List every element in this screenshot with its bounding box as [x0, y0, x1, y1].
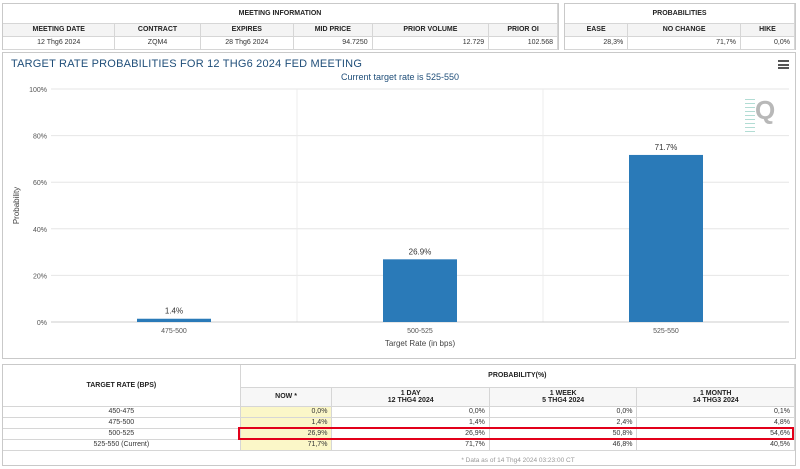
y-tick-label: 0%	[37, 320, 47, 327]
cell-1-day: 1,4%	[331, 417, 490, 429]
value-prior-oi: 102.568	[488, 36, 558, 50]
hamburger-menu-icon[interactable]	[778, 60, 789, 69]
column-1-week-date: 5 THG4 2024	[542, 396, 585, 404]
data-label: 1.4%	[165, 307, 183, 316]
header-contract: CONTRACT	[114, 23, 201, 37]
y-tick-label: 20%	[33, 273, 47, 280]
target-rate-probability-table: TARGET RATE (BPS) PROBABILITY(%) NOW * 1…	[3, 365, 796, 451]
row-rate-label: 500-525	[3, 428, 241, 440]
target-rate-bar-chart: 0% 20% 40% 60% 80% 100% 1.4% 475-500 26.9% 500-52…	[12, 87, 789, 348]
column-1-month-label: 1 MONTH	[699, 389, 732, 397]
row-rate-label: 525-550 (Current)	[3, 439, 241, 451]
cell-1-month: 54,6%	[636, 428, 795, 440]
meeting-information-title: MEETING INFORMATION	[3, 4, 558, 24]
header-ease: EASE	[565, 23, 629, 37]
y-axis-title: Probability	[12, 187, 21, 224]
chart-title: TARGET RATE PROBABILITIES FOR 12 THG6 20…	[11, 58, 363, 70]
bar-475-500	[137, 318, 211, 322]
header-hike: HIKE	[740, 23, 796, 37]
cell-1-week: 50,8%	[489, 428, 638, 440]
cell-1-week: 0,0%	[489, 406, 638, 418]
table-row: 525-550 (Current) 71,7% 71,7% 46,8% 40,5…	[3, 439, 795, 451]
row-rate-label: 475-500	[3, 417, 241, 429]
header-mid-price: MID PRICE	[293, 23, 373, 37]
column-1-day-date: 12 THG4 2024	[387, 396, 434, 404]
x-tick-label: 500-525	[407, 328, 433, 335]
target-rate-chart-panel: 0% 20% 40% 60% 80% 100% 1.4% 475-500 26.9% 500-52…	[2, 52, 796, 359]
cell-now: 1,4%	[240, 417, 333, 429]
bar-525-550	[629, 154, 703, 322]
header-no-change: NO CHANGE	[627, 23, 741, 37]
probabilities-title: PROBABILITIES	[565, 4, 795, 24]
cell-now: 0,0%	[240, 406, 333, 418]
cell-1-day: 26,9%	[331, 428, 490, 440]
probabilities-panel: PROBABILITIES EASE NO CHANGE HIKE 28,3% …	[564, 3, 796, 50]
column-1-week-header[interactable]: 1 WEEK 5 THG4 2024	[489, 387, 638, 407]
cell-1-week: 46,8%	[489, 439, 638, 451]
header-prior-oi: PRIOR OI	[488, 23, 558, 37]
y-tick-label: 80%	[33, 134, 47, 141]
target-rate-header: TARGET RATE (BPS)	[3, 365, 241, 407]
y-tick-label: 40%	[33, 227, 47, 234]
data-footnote: * Data as of 14 Thg4 2024 03:23:00 CT	[461, 457, 575, 464]
column-1-week-label: 1 WEEK	[549, 389, 577, 397]
column-1-month-header[interactable]: 1 MONTH 14 THG3 2024	[636, 387, 795, 407]
table-row: 450-475 0,0% 0,0% 0,0% 0,1%	[3, 406, 795, 418]
column-now-header[interactable]: NOW *	[240, 387, 333, 407]
header-prior-volume: PRIOR VOLUME	[372, 23, 490, 37]
table-row: 500-525 26,9% 26,9% 50,8% 54,6%	[3, 428, 795, 440]
value-no-change: 71,7%	[627, 36, 741, 50]
header-meeting-date: MEETING DATE	[3, 23, 116, 37]
value-mid-price: 94.7250	[293, 36, 373, 50]
value-prior-volume: 12.729	[372, 36, 490, 50]
column-1-month-date: 14 THG3 2024	[692, 396, 739, 404]
column-now-label: NOW *	[275, 393, 297, 400]
row-rate-label: 450-475	[3, 406, 241, 418]
header-expires: EXPIRES	[200, 23, 294, 37]
y-tick-label: 100%	[29, 87, 47, 94]
cell-1-month: 4,8%	[636, 417, 795, 429]
meeting-information-table: MEETING INFORMATION MEETING DATE CONTRAC…	[3, 4, 558, 50]
value-hike: 0,0%	[740, 36, 796, 50]
x-tick-label: 475-500	[161, 328, 187, 335]
data-label: 26.9%	[409, 247, 432, 256]
cell-now: 26,9%	[240, 428, 333, 440]
cell-1-day: 71,7%	[331, 439, 490, 451]
x-tick-label: 525-550	[653, 328, 679, 335]
logo-dots-decoration	[745, 99, 755, 135]
x-axis-title: Target Rate (in bps)	[385, 339, 456, 348]
bar-500-525	[383, 259, 457, 322]
value-contract: ZQM4	[114, 36, 201, 50]
column-1-day-label: 1 DAY	[400, 389, 421, 397]
value-meeting-date: 12 Thg6 2024	[3, 36, 116, 50]
probability-group-header: PROBABILITY(%)	[240, 365, 796, 388]
target-rate-probability-panel: TARGET RATE (BPS) PROBABILITY(%) NOW * 1…	[2, 364, 796, 466]
cell-1-month: 40,5%	[636, 439, 795, 451]
table-row: 475-500 1,4% 1,4% 2,4% 4,8%	[3, 417, 795, 429]
probabilities-table: PROBABILITIES EASE NO CHANGE HIKE 28,3% …	[565, 4, 796, 50]
column-1-day-header[interactable]: 1 DAY 12 THG4 2024	[331, 387, 490, 407]
meeting-information-panel: MEETING INFORMATION MEETING DATE CONTRAC…	[2, 3, 559, 50]
data-label: 71.7%	[655, 143, 678, 152]
value-expires: 28 Thg6 2024	[200, 36, 294, 50]
cell-1-day: 0,0%	[331, 406, 490, 418]
quikstrike-q-logo-icon: Q	[755, 95, 776, 125]
chart-subtitle: Current target rate is 525-550	[340, 72, 460, 82]
y-tick-label: 60%	[33, 180, 47, 187]
cell-1-week: 2,4%	[489, 417, 638, 429]
cell-now: 71,7%	[240, 439, 333, 451]
cell-1-month: 0,1%	[636, 406, 795, 418]
value-ease: 28,3%	[565, 36, 629, 50]
